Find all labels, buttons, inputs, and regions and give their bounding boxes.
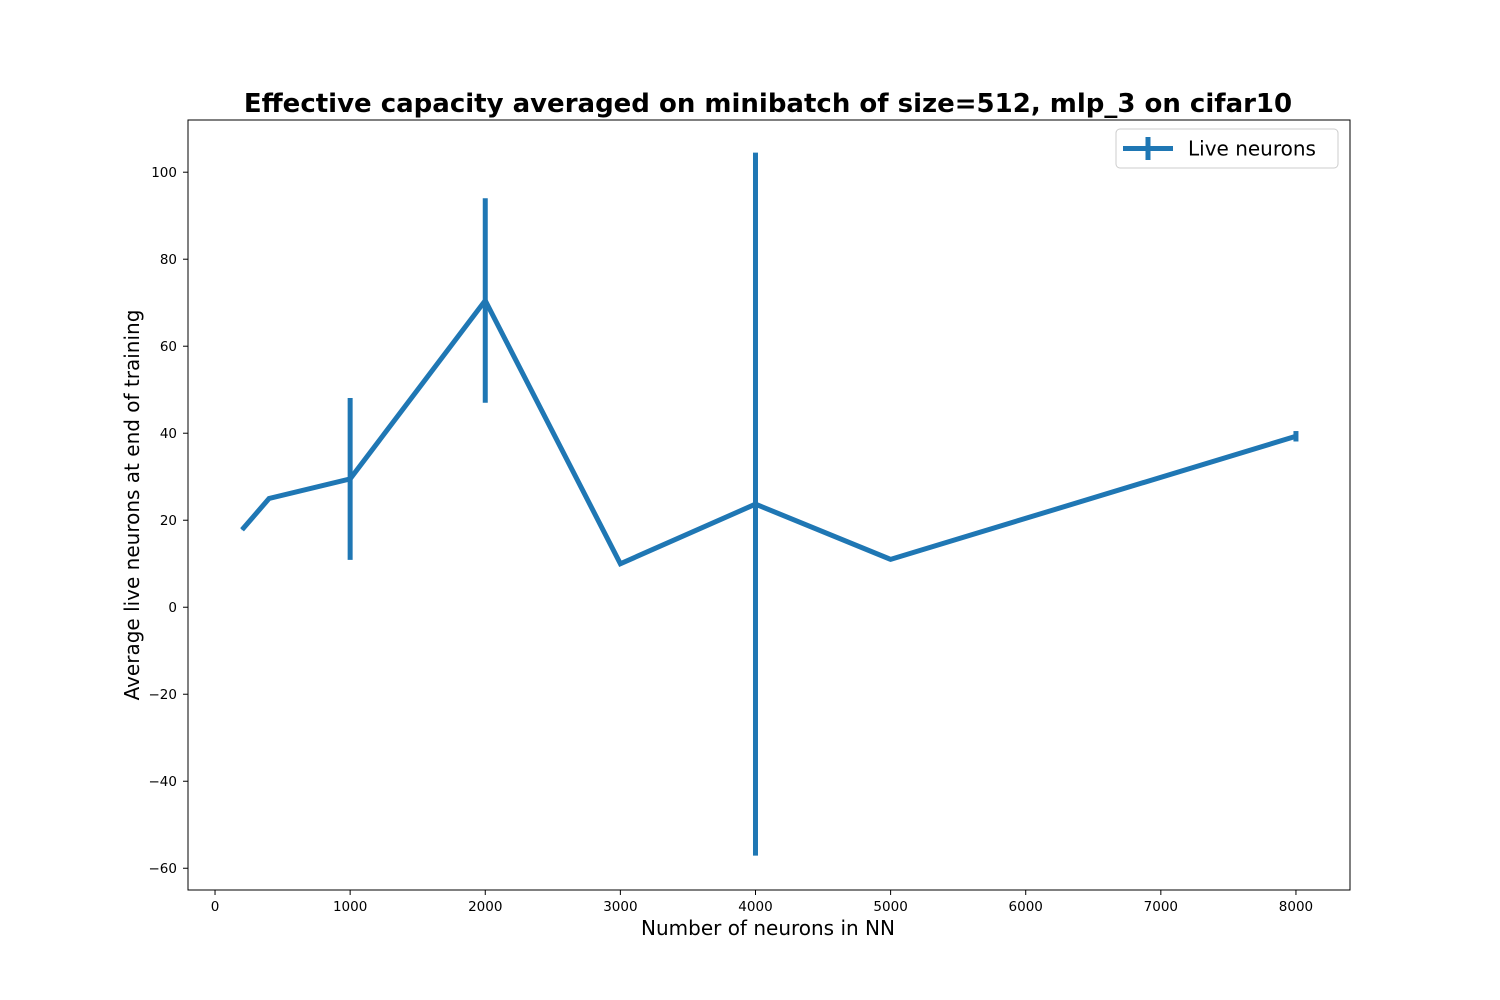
y-axis: −60 −40 −20 0 20 40 60 80 100: [149, 165, 188, 877]
legend: Live neurons: [1115, 128, 1339, 169]
x-tick-label: 0: [211, 899, 220, 915]
data-point: [890, 558, 892, 560]
y-tick-label: 100: [151, 165, 177, 181]
data-point: [619, 563, 621, 565]
data-point: [484, 300, 486, 302]
legend-box: [1115, 128, 1339, 169]
x-tick-label: 4000: [738, 899, 772, 915]
x-tick-label: 3000: [603, 899, 637, 915]
series-line: [240, 295, 1297, 567]
y-tick-label: 20: [160, 513, 177, 529]
y-tick-label: 60: [160, 339, 177, 355]
data-point: [754, 503, 756, 505]
y-axis-label: Average live neurons at end of training: [120, 310, 144, 701]
y-tick-label: 0: [168, 600, 177, 616]
data-point: [349, 478, 351, 480]
legend-label: Live neurons: [1188, 137, 1316, 161]
chart-title: Effective capacity averaged on minibatch…: [244, 89, 1292, 119]
y-tick-label: 40: [160, 426, 177, 442]
x-tick-label: 5000: [873, 899, 907, 915]
x-axis-label: Number of neurons in NN: [641, 916, 895, 940]
y-tick-label: 80: [160, 252, 177, 268]
plot-area-frame: [187, 119, 1351, 891]
y-tick-label: −60: [149, 861, 178, 877]
x-tick-label: 1000: [333, 899, 367, 915]
series-live-neurons: [240, 152, 1299, 856]
y-tick-label: −40: [149, 774, 178, 790]
x-axis: 0 1000 2000 3000 4000 5000 6000 7000 8000: [211, 890, 1313, 915]
data-point: [241, 529, 243, 531]
x-tick-label: 7000: [1144, 899, 1178, 915]
data-point: [268, 497, 270, 499]
y-tick-label: −20: [149, 687, 178, 703]
x-tick-label: 2000: [468, 899, 502, 915]
x-tick-label: 6000: [1009, 899, 1043, 915]
data-point: [1295, 435, 1297, 437]
x-tick-label: 8000: [1279, 899, 1313, 915]
